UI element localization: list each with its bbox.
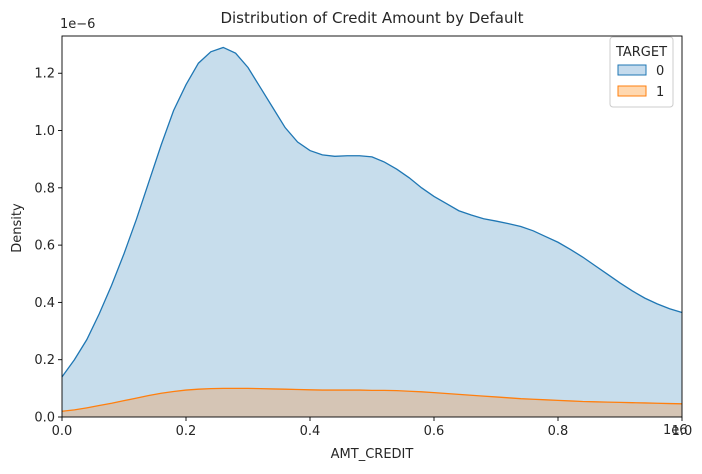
plot-frame <box>61 35 683 418</box>
y-tick-label: 1.2 <box>34 67 55 82</box>
y-tick-label: 0.6 <box>34 239 55 254</box>
legend-swatch-1 <box>617 85 647 97</box>
y-tick-label: 0.8 <box>34 181 55 196</box>
series-0-line <box>61 46 683 378</box>
y-tick-label: 0.0 <box>34 411 55 426</box>
x-tick-label: 0.8 <box>548 424 569 439</box>
legend-label-0: 0 <box>656 64 664 79</box>
y-tick-label: 0.4 <box>34 296 55 311</box>
x-offset-label: 1e6 <box>663 423 688 438</box>
legend-swatch-0 <box>617 64 647 76</box>
legend-label-1: 1 <box>656 85 664 100</box>
x-tick-label: 0.2 <box>176 424 197 439</box>
series-0-area <box>62 47 682 418</box>
x-tick-label: 1.0 <box>672 424 693 439</box>
legend: TARGET 0 1 <box>609 36 674 108</box>
y-axis-label: Density <box>10 203 25 253</box>
y-tick-label: 0.2 <box>34 353 55 368</box>
chart-title: Distribution of Credit Amount by Default <box>220 9 523 27</box>
series-1-area <box>62 388 682 417</box>
series-1-line <box>61 387 683 412</box>
x-tick-label: 0.6 <box>424 424 445 439</box>
legend-title: TARGET <box>615 45 667 60</box>
x-axis-label: AMT_CREDIT <box>331 447 414 462</box>
x-tick-label: 0.4 <box>300 424 321 439</box>
x-tick-label: 0.0 <box>52 424 73 439</box>
y-tick-label: 1.0 <box>34 124 55 139</box>
y-offset-label: 1e−6 <box>60 17 95 32</box>
